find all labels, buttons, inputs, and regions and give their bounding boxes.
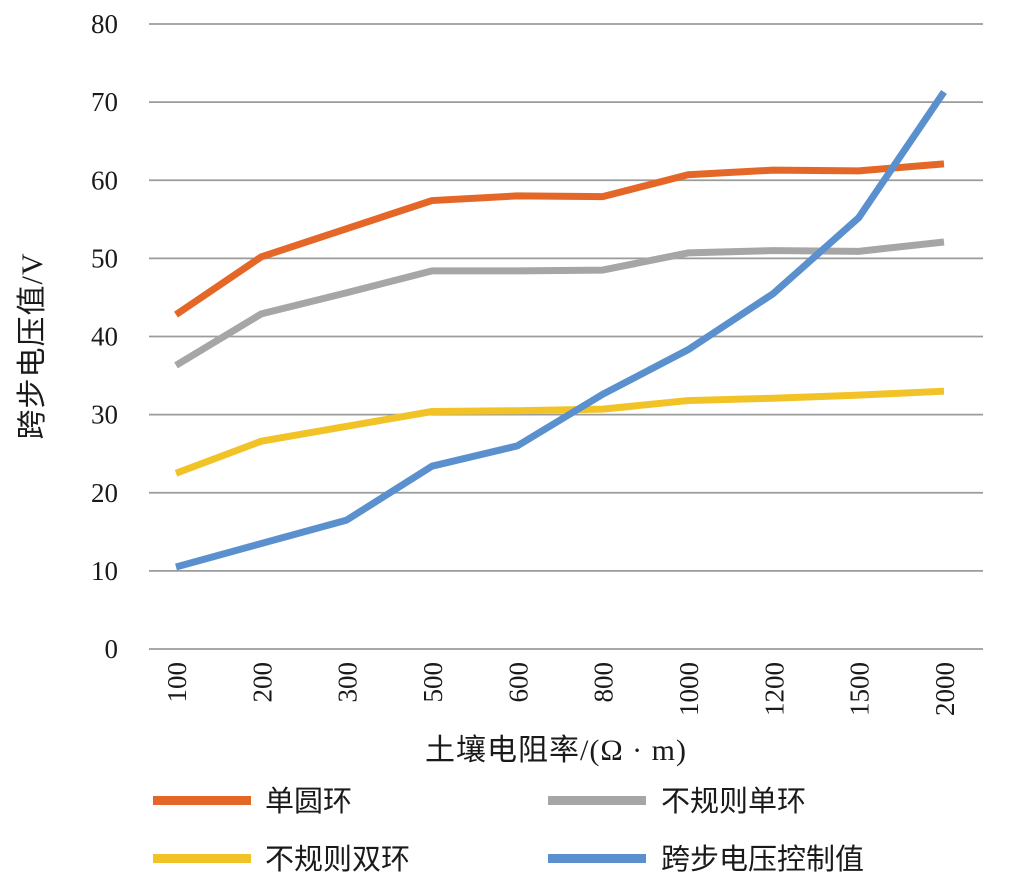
series-line: [174, 238, 945, 369]
legend-swatch: [153, 854, 251, 863]
legend-label: 不规则双环: [265, 843, 410, 876]
x-tick-label: 100: [162, 662, 192, 703]
series-line: [174, 160, 945, 318]
y-tick-label: 50: [91, 243, 118, 273]
x-tick-label: 1200: [759, 662, 789, 716]
y-tick-label: 70: [91, 87, 118, 117]
series-line: [175, 90, 947, 571]
x-tick-label: 500: [418, 662, 448, 703]
y-axis-title: 跨步电压值/V: [16, 253, 49, 440]
x-tick-label: 1500: [845, 662, 875, 716]
legend-swatch: [548, 796, 646, 805]
legend-label: 不规则单环: [661, 785, 806, 818]
x-axis-title: 土壤电阻率/(Ω · m): [425, 734, 687, 767]
y-tick-label: 60: [91, 165, 118, 195]
legend-item: 单圆环: [153, 785, 352, 818]
x-tick-label: 200: [247, 662, 277, 703]
gridlines: [149, 23, 983, 650]
x-tick-label: 600: [503, 662, 533, 703]
legend-item: 跨步电压控制值: [548, 843, 864, 876]
legend-swatch: [153, 796, 251, 805]
x-tick-label: 800: [589, 662, 619, 703]
y-tick-label: 0: [105, 634, 119, 664]
y-tick-labels: 0 10 20 30 40 50 60 70 80: [91, 9, 118, 664]
y-tick-label: 10: [91, 556, 118, 586]
legend-swatch: [548, 854, 646, 863]
y-tick-label: 80: [91, 9, 118, 39]
series-line: [174, 387, 945, 477]
legend-item: 不规则单环: [548, 785, 806, 818]
x-tick-label: 2000: [930, 662, 960, 716]
series-lines: [174, 90, 947, 571]
y-tick-label: 30: [91, 400, 118, 430]
legend-item: 不规则双环: [153, 843, 410, 876]
legend-label: 单圆环: [265, 785, 352, 818]
legend-label: 跨步电压控制值: [661, 843, 864, 876]
x-tick-labels: 100 200 300 500 600 800 1000 1200 1500 2000: [162, 662, 960, 716]
y-tick-label: 20: [91, 478, 118, 508]
x-tick-label: 1000: [674, 662, 704, 716]
y-tick-label: 40: [91, 322, 118, 352]
x-tick-label: 300: [333, 662, 363, 703]
